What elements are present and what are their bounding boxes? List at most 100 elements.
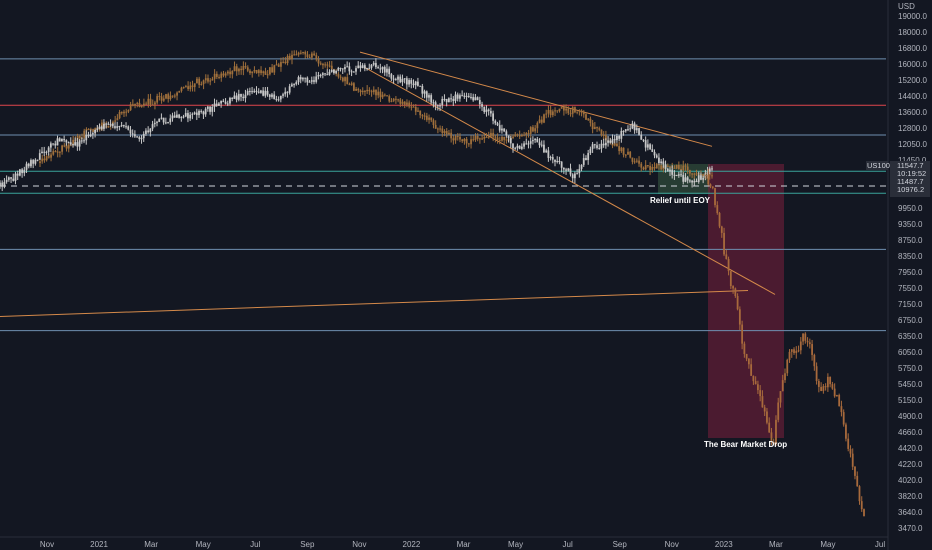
overlay-candle-body bbox=[284, 61, 287, 64]
overlay-candle-body bbox=[123, 111, 125, 114]
actual-candle-body bbox=[470, 96, 472, 98]
actual-candle-body bbox=[518, 145, 521, 149]
overlay-candle-body bbox=[184, 86, 187, 88]
actual-candle-body bbox=[439, 105, 441, 107]
overlay-candle-body bbox=[147, 98, 150, 105]
overlay-candle-body bbox=[410, 106, 413, 108]
overlay-candle-body bbox=[465, 138, 468, 144]
currency-label: USD bbox=[898, 2, 915, 11]
actual-candle-body bbox=[520, 146, 523, 149]
actual-candle-body bbox=[463, 95, 466, 97]
overlay-candle-body bbox=[306, 54, 309, 57]
overlay-candle-body bbox=[660, 165, 663, 170]
actual-candle-body bbox=[198, 110, 200, 116]
overlay-candle-body bbox=[246, 67, 249, 71]
x-tick-label: May bbox=[508, 540, 523, 549]
overlay-candle-body bbox=[160, 96, 163, 101]
actual-candle-body bbox=[428, 95, 430, 98]
projection-candle-body bbox=[851, 453, 854, 467]
overlay-candle-body bbox=[439, 128, 442, 130]
actual-candle-body bbox=[240, 93, 242, 97]
actual-candle-body bbox=[295, 82, 298, 85]
actual-candle-body bbox=[67, 142, 70, 144]
overlay-candle-body bbox=[490, 132, 492, 137]
actual-candle-body bbox=[98, 126, 101, 129]
actual-candle-body bbox=[611, 139, 614, 143]
projection-candle-body bbox=[750, 364, 753, 376]
overlay-candle-body bbox=[364, 90, 366, 92]
actual-candle-body bbox=[445, 98, 448, 103]
overlay-candle-body bbox=[220, 73, 223, 78]
overlay-candle-body bbox=[244, 66, 247, 68]
actual-candle-body bbox=[534, 139, 537, 141]
actual-candle-body bbox=[622, 130, 625, 132]
overlay-candle-body bbox=[249, 70, 251, 74]
annotation-bear-drop: The Bear Market Drop bbox=[704, 440, 787, 449]
overlay-candle-body bbox=[419, 110, 422, 116]
y-tick-label: 7950.0 bbox=[898, 268, 923, 277]
y-tick-label: 8350.0 bbox=[898, 252, 923, 261]
overlay-candle-body bbox=[372, 89, 375, 93]
overlay-candle-body bbox=[61, 145, 64, 152]
overlay-candle-body bbox=[624, 154, 627, 156]
actual-candle-body bbox=[361, 65, 364, 68]
actual-candle-body bbox=[248, 91, 251, 93]
projection-candle-body bbox=[736, 295, 739, 310]
overlay-candle-body bbox=[286, 55, 289, 64]
actual-candle-body bbox=[350, 71, 353, 73]
actual-candle-body bbox=[691, 180, 693, 183]
overlay-candle-body bbox=[169, 95, 172, 100]
actual-candle-body bbox=[290, 84, 293, 87]
overlay-candle-body bbox=[406, 102, 408, 105]
overlay-candle-body bbox=[127, 109, 130, 112]
projection-candle-body bbox=[757, 384, 759, 391]
actual-candle-body bbox=[129, 129, 132, 134]
actual-candle-body bbox=[529, 141, 532, 144]
overlay-candle-body bbox=[691, 173, 694, 175]
actual-candle-body bbox=[381, 66, 384, 70]
overlay-candle-body bbox=[319, 63, 322, 65]
overlay-candle-body bbox=[414, 106, 417, 112]
actual-candle-body bbox=[145, 130, 147, 134]
overlay-candle-body bbox=[198, 78, 201, 85]
actual-candle-body bbox=[91, 133, 94, 135]
overlay-candle-body bbox=[680, 168, 682, 171]
actual-candle-body bbox=[525, 143, 528, 145]
actual-candle-body bbox=[503, 128, 506, 132]
actual-candle-body bbox=[38, 153, 41, 160]
actual-candle-body bbox=[633, 123, 636, 131]
overlay-candle-body bbox=[277, 64, 280, 67]
actual-candle-body bbox=[452, 98, 455, 101]
overlay-candle-body bbox=[346, 77, 349, 85]
actual-candle-body bbox=[63, 138, 66, 141]
overlay-candle-body bbox=[355, 88, 358, 91]
actual-candle-body bbox=[319, 74, 322, 76]
actual-candle-body bbox=[315, 76, 318, 82]
actual-candle-body bbox=[43, 151, 46, 153]
actual-candle-body bbox=[516, 145, 519, 148]
actual-candle-body bbox=[697, 175, 700, 182]
overlay-candle-body bbox=[136, 102, 139, 104]
overlay-candle-body bbox=[54, 151, 57, 153]
overlay-candle-body bbox=[72, 139, 75, 146]
overlay-candle-body bbox=[171, 95, 174, 97]
actual-candle-body bbox=[21, 169, 24, 174]
overlay-candle-body bbox=[520, 134, 523, 137]
actual-candle-body bbox=[116, 126, 119, 128]
actual-candle-body bbox=[297, 77, 300, 83]
overlay-candle-body bbox=[459, 136, 461, 140]
projection-candle-body bbox=[840, 406, 843, 413]
actual-candle-body bbox=[662, 161, 665, 165]
overlay-candle-body bbox=[434, 124, 437, 129]
actual-candle-body bbox=[83, 140, 85, 142]
actual-candle-body bbox=[1, 182, 4, 187]
overlay-candle-body bbox=[339, 76, 342, 78]
overlay-candle-body bbox=[200, 84, 203, 86]
actual-candle-body bbox=[412, 83, 415, 86]
actual-candle-body bbox=[390, 74, 393, 79]
overlay-candle-body bbox=[708, 173, 711, 176]
y-tick-label: 4220.0 bbox=[898, 460, 923, 469]
overlay-candle-body bbox=[302, 51, 304, 53]
